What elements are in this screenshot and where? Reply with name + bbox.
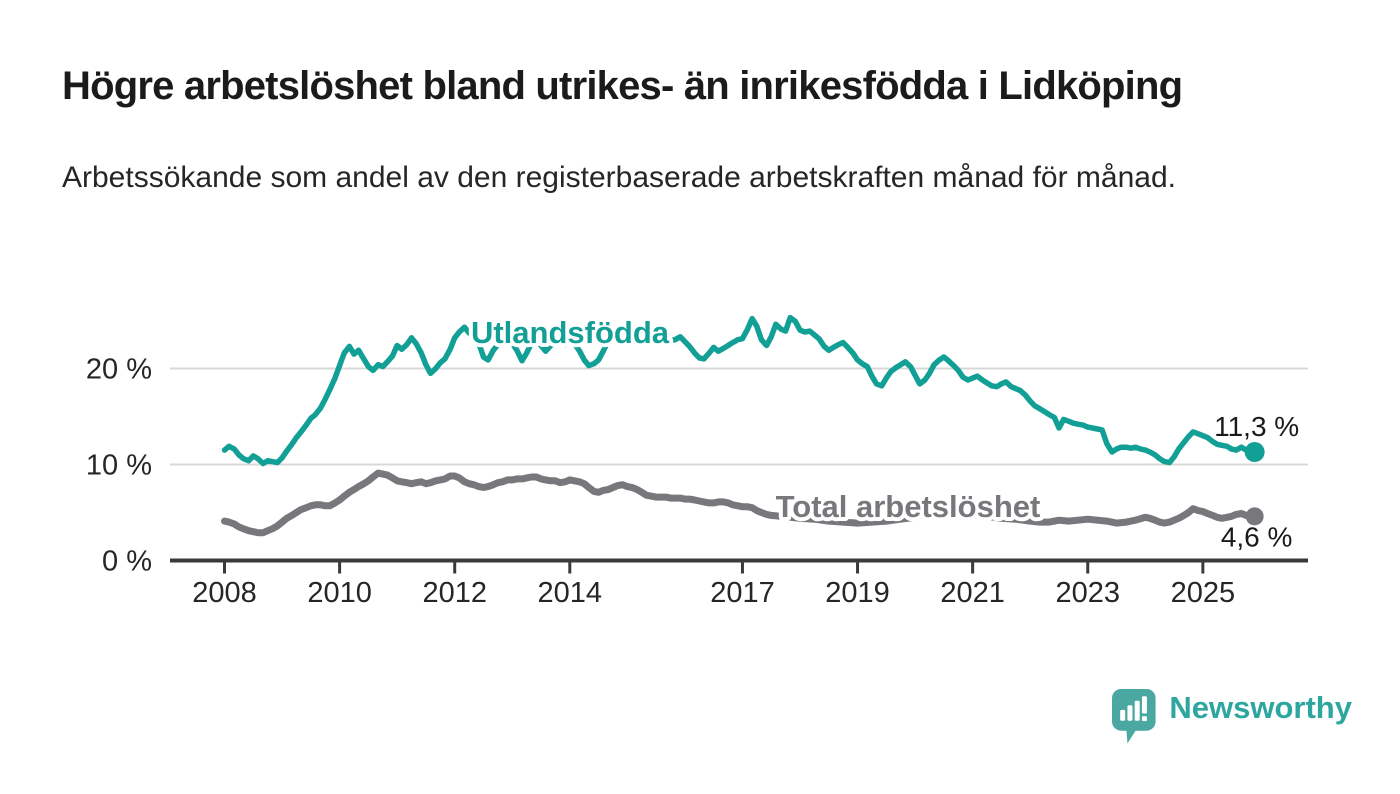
series-line-total-arbetsl-shet [221, 469, 1259, 537]
end-dot-utlandsf-dda [1244, 442, 1265, 463]
end-value-label-utlandsf-dda: 11,3 % [1214, 411, 1299, 442]
x-tick-label: 2023 [1055, 577, 1120, 609]
x-tick-label: 2021 [940, 577, 1005, 609]
newsworthy-logo: Newsworthy [1112, 686, 1352, 750]
end-dot-total-arbetsl-shet [1245, 507, 1264, 526]
x-tick-label: 2017 [710, 577, 775, 609]
y-tick-label: 10 % [86, 450, 152, 482]
speech-bubble-bar-chart-icon [1112, 688, 1156, 744]
page-title: Högre arbetslöshet bland utrikes- än inr… [62, 64, 1183, 108]
chart-subtitle: Arbetssökande som andel av den registerb… [62, 161, 1176, 194]
x-tick-label: 2025 [1171, 577, 1236, 609]
series-label-total-arbetsl-shet: Total arbetslöshet [776, 489, 1041, 524]
series-line-utlandsf-dda [221, 314, 1258, 467]
x-tick-label: 2014 [538, 577, 603, 609]
y-tick-label: 20 % [86, 354, 152, 386]
x-tick-label: 2019 [825, 577, 890, 609]
series-label-utlandsf-dda: Utlandsfödda [471, 315, 670, 350]
newsworthy-logo-text: Newsworthy [1169, 690, 1352, 725]
x-tick-label: 2012 [422, 577, 487, 609]
end-value-label-total-arbetsl-shet: 4,6 % [1221, 521, 1293, 552]
y-tick-label: 0 % [102, 546, 152, 578]
x-tick-label: 2010 [307, 577, 372, 609]
x-tick-label: 2008 [192, 577, 257, 609]
